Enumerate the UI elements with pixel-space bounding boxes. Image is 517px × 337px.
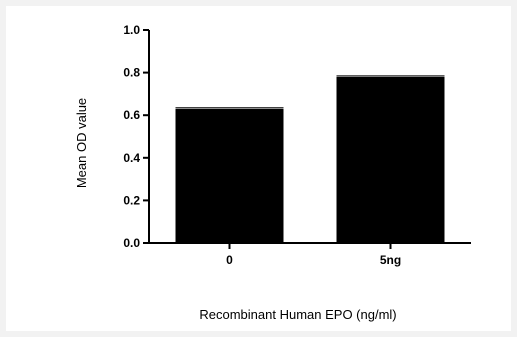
bar-5ng xyxy=(336,76,445,243)
x-tick-label: 0 xyxy=(226,253,233,267)
bar-chart: 0.0 0.2 0.4 0.6 0.8 1.0 0 5ng Mean OD value Re… xyxy=(74,23,471,322)
y-axis-title: Mean OD value xyxy=(74,98,89,188)
y-tick-label: 0.4 xyxy=(123,151,140,165)
chart-canvas: 0.0 0.2 0.4 0.6 0.8 1.0 0 5ng Mean OD value Re… xyxy=(6,6,511,331)
x-tick-label: 5ng xyxy=(380,253,401,267)
x-axis: 0 5ng xyxy=(149,242,471,267)
y-axis: 0.0 0.2 0.4 0.6 0.8 1.0 xyxy=(123,23,150,250)
bars xyxy=(175,75,445,243)
y-tick-label: 0.2 xyxy=(123,193,140,207)
y-tick-label: 0.6 xyxy=(123,108,140,122)
y-tick-label: 0.8 xyxy=(123,66,140,80)
x-axis-title: Recombinant Human EPO (ng/ml) xyxy=(199,307,396,322)
y-tick-label: 0.0 xyxy=(123,236,140,250)
y-tick-label: 1.0 xyxy=(123,23,140,37)
bar-0 xyxy=(175,108,284,243)
